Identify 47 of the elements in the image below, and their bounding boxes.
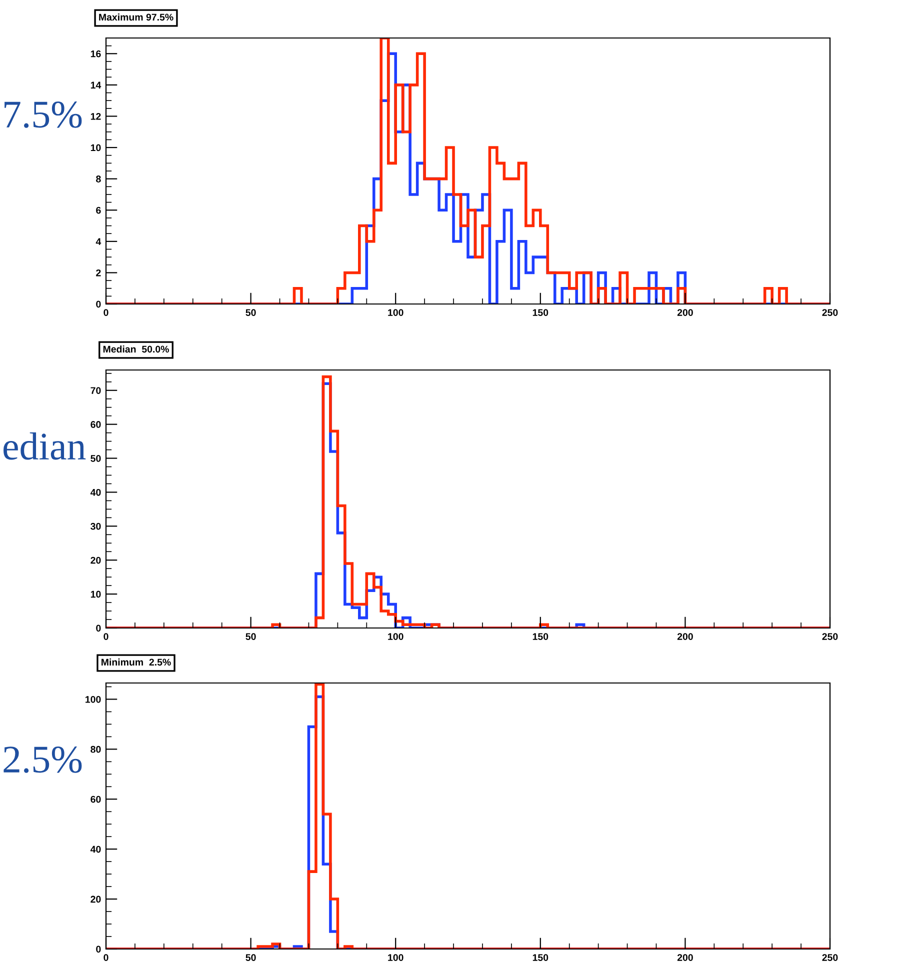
- y-tick-label: 20: [90, 896, 101, 903]
- chart-title: Median 50.0%: [103, 345, 169, 353]
- y-tick-label: 16: [90, 50, 101, 58]
- x-tick-label: 250: [822, 633, 838, 640]
- x-tick-label: 0: [104, 954, 108, 961]
- y-tick-label: 20: [90, 556, 101, 564]
- x-tick-label: 250: [822, 309, 838, 316]
- x-tick-label: 100: [388, 309, 404, 316]
- x-tick-label: 50: [246, 633, 256, 640]
- y-tick-label: 0: [96, 300, 101, 308]
- x-tick-label: 0: [104, 309, 108, 316]
- y-tick-label: 4: [96, 238, 102, 245]
- x-tick-label: 0: [104, 633, 108, 640]
- y-tick-label: 80: [90, 746, 101, 753]
- x-tick-label: 150: [532, 309, 548, 316]
- y-tick-label: 40: [90, 488, 101, 496]
- y-tick-label: 10: [90, 144, 101, 152]
- x-tick-label: 200: [677, 309, 693, 316]
- x-tick-label: 150: [532, 633, 548, 640]
- x-tick-label: 250: [822, 954, 838, 961]
- x-tick-label: 150: [532, 954, 548, 961]
- y-tick-label: 0: [96, 946, 101, 953]
- y-tick-label: 2: [96, 269, 101, 276]
- x-tick-label: 200: [677, 954, 693, 961]
- y-tick-label: 10: [90, 590, 101, 598]
- x-tick-label: 50: [246, 309, 256, 316]
- chart-title: Maximum 97.5%: [99, 13, 174, 21]
- y-tick-label: 60: [90, 796, 101, 803]
- y-tick-label: 8: [96, 176, 101, 182]
- y-tick-label: 0: [96, 624, 101, 632]
- y-tick-label: 70: [90, 387, 101, 394]
- x-tick-label: 50: [246, 954, 256, 961]
- x-tick-label: 100: [388, 954, 404, 961]
- y-tick-label: 14: [90, 82, 102, 88]
- y-tick-label: 40: [90, 846, 101, 853]
- chart-title: Minimum 2.5%: [102, 658, 171, 666]
- x-tick-label: 200: [677, 633, 693, 640]
- y-tick-label: 100: [86, 696, 101, 703]
- y-tick-label: 30: [90, 522, 101, 530]
- x-tick-label: 100: [388, 633, 404, 640]
- y-tick-label: 12: [90, 112, 101, 120]
- text: edian: [4, 432, 86, 460]
- y-tick-label: 6: [96, 206, 101, 214]
- text: 2.5%: [4, 746, 82, 773]
- text: 7.5%: [4, 101, 82, 128]
- y-tick-label: 50: [90, 454, 101, 462]
- y-tick-label: 60: [90, 421, 101, 428]
